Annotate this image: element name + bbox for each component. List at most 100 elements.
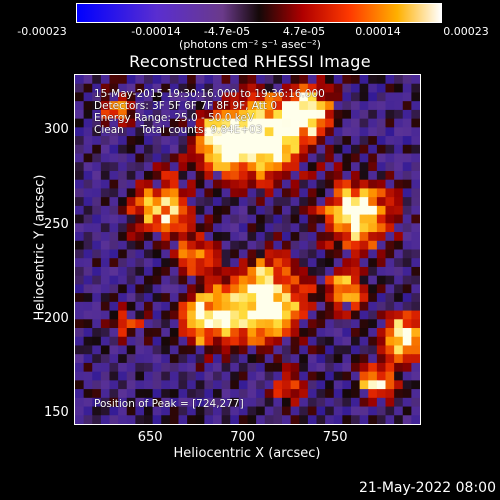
heatmap-cell bbox=[169, 170, 180, 181]
heatmap-cell bbox=[247, 284, 257, 294]
heatmap-cell bbox=[385, 232, 395, 242]
heatmap-cell bbox=[135, 258, 145, 268]
heatmap-cell bbox=[299, 284, 309, 294]
heatmap-cell bbox=[178, 415, 188, 424]
heatmap-cell bbox=[411, 249, 420, 259]
image-plot[interactable] bbox=[74, 74, 421, 425]
heatmap-cell bbox=[282, 109, 292, 120]
heatmap-cell bbox=[213, 249, 223, 259]
heatmap-cell bbox=[135, 83, 145, 94]
heatmap-cell bbox=[161, 310, 171, 320]
heatmap-cell bbox=[83, 188, 93, 198]
heatmap-cell bbox=[92, 162, 102, 172]
heatmap-cell bbox=[368, 223, 378, 233]
heatmap-cell bbox=[359, 232, 369, 242]
heatmap-cell bbox=[221, 153, 231, 163]
heatmap-cell bbox=[213, 170, 223, 181]
heatmap-cell bbox=[230, 144, 240, 155]
heatmap-cell bbox=[126, 83, 136, 94]
heatmap-cell bbox=[247, 293, 257, 303]
heatmap-cell bbox=[169, 214, 180, 224]
heatmap-cell bbox=[325, 389, 335, 399]
heatmap-cell bbox=[83, 310, 93, 320]
heatmap-cell bbox=[238, 232, 249, 242]
heatmap-cell bbox=[178, 101, 188, 111]
heatmap-cell bbox=[307, 101, 318, 111]
heatmap-cell bbox=[92, 240, 102, 251]
heatmap-cell bbox=[92, 328, 102, 338]
heatmap-cell bbox=[325, 345, 335, 355]
heatmap-cell bbox=[359, 170, 369, 181]
heatmap-cell bbox=[299, 197, 309, 207]
heatmap-cell bbox=[402, 153, 412, 163]
heatmap-cell bbox=[316, 75, 326, 85]
heatmap-cell bbox=[273, 144, 283, 155]
heatmap-cell bbox=[161, 258, 171, 268]
heatmap-cell bbox=[75, 179, 85, 190]
heatmap-cell bbox=[282, 284, 292, 294]
heatmap-cell bbox=[376, 179, 387, 190]
heatmap-cell bbox=[273, 319, 283, 329]
heatmap-cell bbox=[307, 406, 318, 416]
heatmap-cell bbox=[75, 389, 85, 399]
heatmap-cell bbox=[264, 266, 274, 277]
heatmap-cell bbox=[247, 101, 257, 111]
heatmap-cell bbox=[351, 144, 361, 155]
heatmap-cell bbox=[376, 258, 387, 268]
heatmap-cell bbox=[333, 223, 343, 233]
heatmap-cell bbox=[290, 328, 300, 338]
heatmap-cell bbox=[282, 354, 292, 364]
heatmap-cell bbox=[204, 249, 214, 259]
heatmap-cell bbox=[351, 197, 361, 207]
heatmap-cell bbox=[221, 205, 231, 216]
heatmap-cell bbox=[411, 293, 420, 303]
heatmap-cell bbox=[135, 310, 145, 320]
heatmap-cell bbox=[100, 362, 111, 373]
heatmap-cell bbox=[376, 328, 387, 338]
heatmap-cell bbox=[169, 293, 180, 303]
heatmap-cell bbox=[83, 240, 93, 251]
heatmap-cell bbox=[195, 197, 205, 207]
heatmap-cell bbox=[135, 266, 145, 277]
heatmap-cell bbox=[299, 205, 309, 216]
heatmap-cell bbox=[195, 75, 205, 85]
heatmap-cell bbox=[290, 336, 300, 347]
heatmap-cell bbox=[161, 214, 171, 224]
heatmap-cell bbox=[152, 214, 162, 224]
heatmap-cell bbox=[368, 328, 378, 338]
heatmap-cell bbox=[126, 127, 136, 137]
heatmap-cell bbox=[368, 319, 378, 329]
heatmap-cell bbox=[178, 214, 188, 224]
heatmap-cell bbox=[178, 249, 188, 259]
heatmap-cell bbox=[118, 153, 128, 163]
heatmap-cell bbox=[316, 214, 326, 224]
heatmap-cell bbox=[411, 336, 420, 347]
heatmap-cell bbox=[411, 362, 420, 373]
heatmap-cell bbox=[402, 301, 412, 312]
heatmap-cell bbox=[83, 301, 93, 312]
heatmap-cell bbox=[178, 170, 188, 181]
heatmap-cell bbox=[264, 197, 274, 207]
heatmap-cell bbox=[118, 197, 128, 207]
heatmap-cell bbox=[144, 136, 154, 146]
heatmap-cell bbox=[144, 328, 154, 338]
heatmap-cell bbox=[290, 136, 300, 146]
heatmap-cell bbox=[126, 310, 136, 320]
heatmap-cell bbox=[204, 170, 214, 181]
heatmap-cell bbox=[100, 284, 111, 294]
heatmap-cell bbox=[333, 406, 343, 416]
heatmap-cell bbox=[402, 258, 412, 268]
heatmap-cell bbox=[256, 240, 266, 251]
heatmap-cell bbox=[100, 162, 111, 172]
heatmap-cell bbox=[213, 232, 223, 242]
heatmap-cell bbox=[187, 118, 197, 128]
heatmap-cell bbox=[204, 362, 214, 373]
heatmap-cell bbox=[126, 101, 136, 111]
heatmap-cell bbox=[247, 397, 257, 408]
heatmap-cell bbox=[325, 275, 335, 285]
heatmap-cell bbox=[325, 301, 335, 312]
heatmap-cell bbox=[282, 397, 292, 408]
heatmap-cell bbox=[411, 188, 420, 198]
heatmap-cell bbox=[135, 284, 145, 294]
heatmap-cell bbox=[394, 118, 404, 128]
